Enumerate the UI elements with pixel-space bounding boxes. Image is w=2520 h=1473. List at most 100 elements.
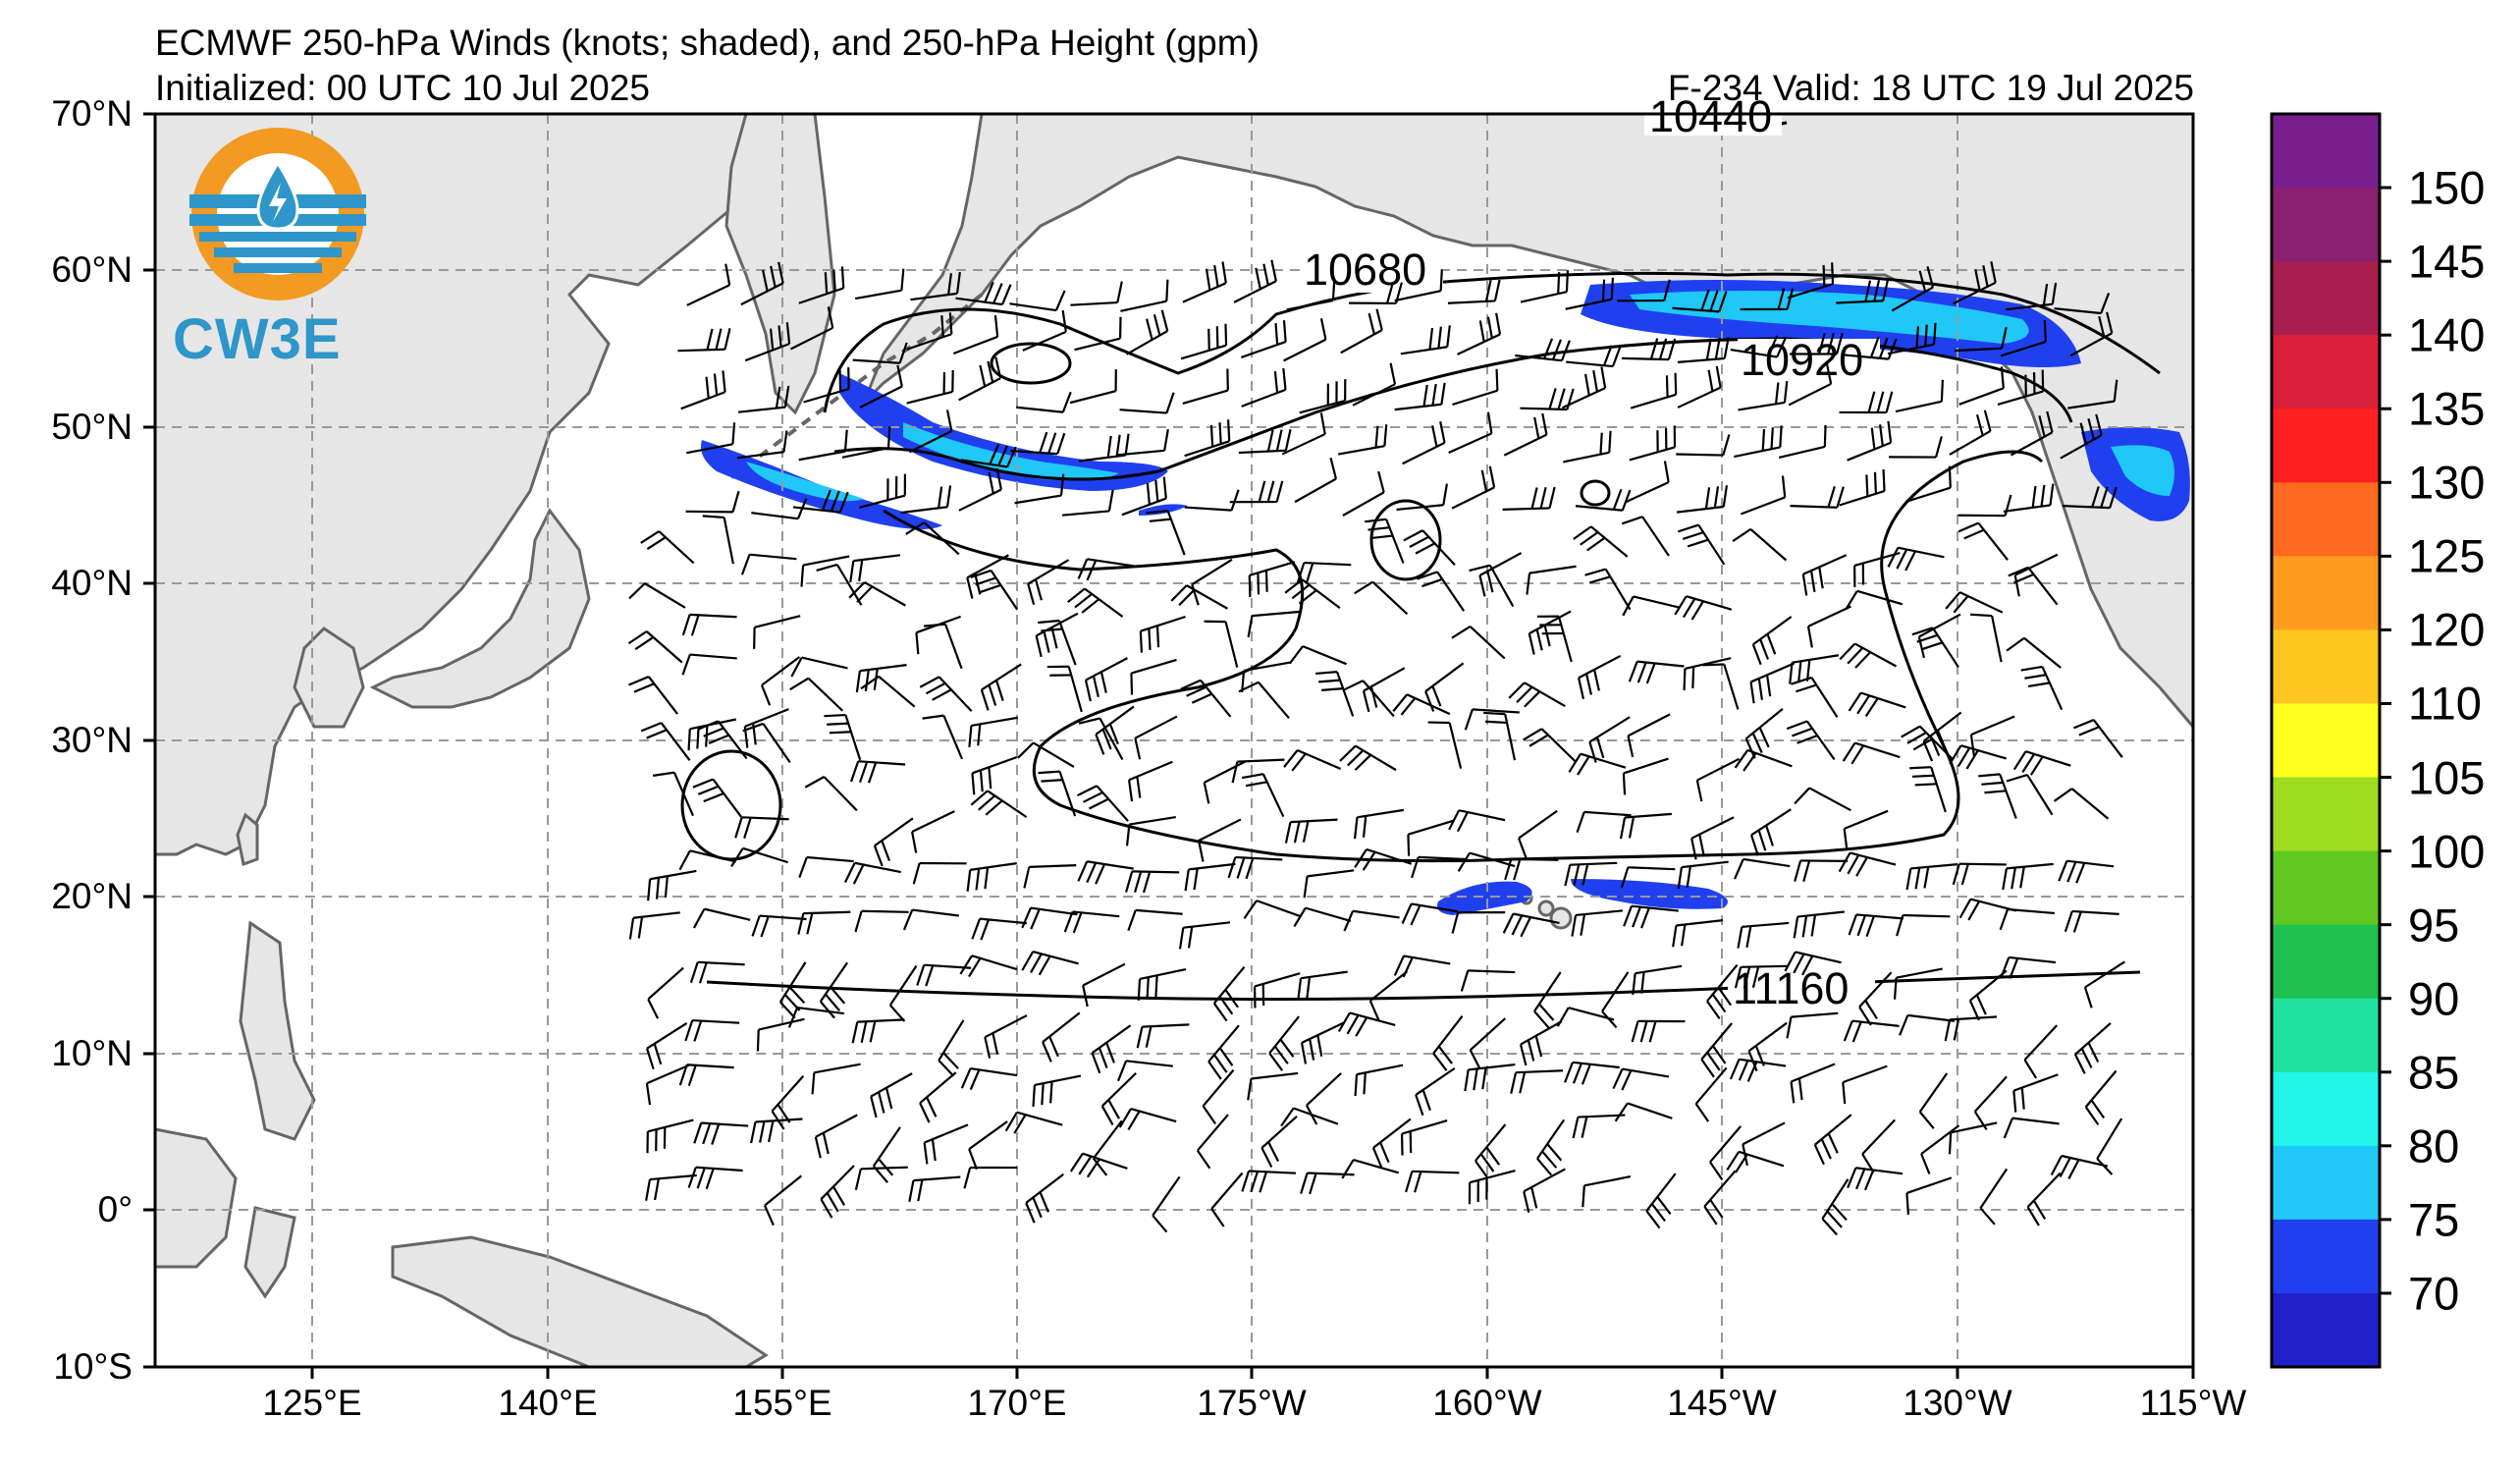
land-philippines	[239, 920, 316, 1141]
colorbar-label: 70	[2408, 1267, 2460, 1320]
land-japan	[369, 508, 591, 709]
wind-barb	[1887, 322, 1937, 355]
wind-barb	[1393, 955, 1451, 978]
wind-barb	[1793, 910, 1845, 939]
wind-barb	[1119, 392, 1175, 414]
wind-barb	[1046, 665, 1083, 713]
wind-barb	[751, 914, 807, 938]
wind-barb	[1749, 808, 1792, 856]
wind-barb	[1786, 1011, 1839, 1039]
wind-barb	[854, 1166, 908, 1190]
colorbar-label: 105	[2408, 751, 2486, 804]
wind-barb	[1021, 906, 1078, 930]
chart-title: ECMWF 250-hPa Winds (knots; shaded), and…	[155, 23, 1260, 63]
wind-barb	[1354, 847, 1413, 871]
wind-barb	[1070, 281, 1123, 306]
wind-barb	[760, 656, 801, 706]
wind-barb	[1424, 662, 1465, 712]
colorbar-segment	[2272, 1219, 2380, 1294]
colorbar-segment	[2272, 1145, 2380, 1221]
wind-barb	[692, 778, 743, 818]
wind-barb	[2000, 320, 2047, 357]
wind-barb	[1152, 1175, 1181, 1233]
wind-barb	[1562, 366, 1607, 409]
wind-barb	[684, 1018, 740, 1042]
wind-barb	[1125, 815, 1176, 846]
wind-barb	[1227, 855, 1283, 880]
wind-barb	[968, 716, 1018, 747]
wind-barb	[854, 268, 905, 300]
wind-barb	[1786, 720, 1836, 761]
wind-barb	[1702, 663, 1740, 710]
colorbar-label: 95	[2408, 899, 2460, 952]
wind-barb	[1843, 1019, 1900, 1043]
wind-barb	[628, 582, 686, 609]
wind-barb	[1339, 744, 1397, 772]
wind-barb	[1734, 748, 1793, 772]
wind-barb	[678, 1064, 734, 1087]
wind-barb	[1042, 1011, 1081, 1063]
wind-barb	[1023, 864, 1077, 889]
wind-barb	[1401, 902, 1459, 926]
wind-barb	[1791, 676, 1839, 718]
wind-barb	[1563, 430, 1612, 464]
wind-barb	[1077, 860, 1134, 885]
wind-barb	[1949, 409, 1992, 456]
wind-barb	[1063, 910, 1120, 934]
wind-barb	[888, 964, 918, 1022]
wind-barb	[736, 430, 788, 460]
wind-barb	[1920, 1124, 1960, 1174]
wind-barb	[1672, 919, 1724, 948]
wind-barb	[843, 861, 901, 885]
wind-barb	[798, 855, 854, 879]
wind-barb	[1092, 1119, 1123, 1176]
wind-barb	[968, 1120, 1008, 1171]
contour-11160	[706, 970, 2141, 1001]
wind-barb	[1621, 338, 1677, 361]
wind-barb	[1709, 1125, 1743, 1181]
wind-barb	[852, 342, 908, 364]
colorbar	[2270, 112, 2391, 1369]
wind-barb	[1448, 411, 1493, 455]
wind-barb	[2000, 955, 2057, 979]
wind-barb	[742, 722, 791, 763]
wind-barb	[966, 862, 1017, 892]
wind-barb	[1911, 627, 1959, 669]
wind-barb	[804, 776, 858, 812]
wind-barb	[1392, 693, 1451, 716]
wind-barb	[1184, 862, 1236, 892]
wind-barb	[1676, 485, 1729, 514]
land-layer	[155, 114, 2193, 1367]
wind-barb	[850, 760, 906, 784]
wind-barb	[1284, 578, 1341, 610]
wind-barb	[1732, 527, 1788, 562]
wind-barb	[1452, 368, 1499, 406]
wind-barb	[910, 271, 961, 301]
wind-barb	[1949, 744, 2007, 770]
wind-barb	[908, 1175, 961, 1202]
wind-barb	[860, 675, 916, 708]
wind-barb	[916, 963, 972, 987]
wind-barb	[1568, 752, 1627, 776]
wind-barb	[2058, 859, 2115, 884]
wind-barb	[1468, 1169, 1516, 1205]
wind-barb	[697, 720, 748, 760]
lon-label-155e: 155°E	[732, 1383, 832, 1423]
wind-barb	[811, 1063, 861, 1095]
wind-barb	[1778, 424, 1827, 460]
logo-text: CW3E	[173, 307, 342, 371]
wind-barb	[678, 849, 736, 871]
wind-barb	[1069, 1152, 1128, 1178]
wind-barb	[1117, 428, 1169, 457]
wind-barb	[1953, 261, 1997, 305]
wind-barb	[1740, 288, 1795, 311]
wind-barb	[1260, 1115, 1298, 1169]
wind-barb	[938, 1019, 965, 1077]
wind-barb	[814, 1114, 858, 1159]
wind-barb	[2013, 553, 2059, 597]
jet-streak-goa-core	[1630, 291, 2029, 344]
wind-barb	[2060, 413, 2103, 460]
wind-barb	[790, 656, 848, 678]
wind-barb	[1297, 970, 1348, 1001]
wind-barb	[753, 615, 801, 649]
